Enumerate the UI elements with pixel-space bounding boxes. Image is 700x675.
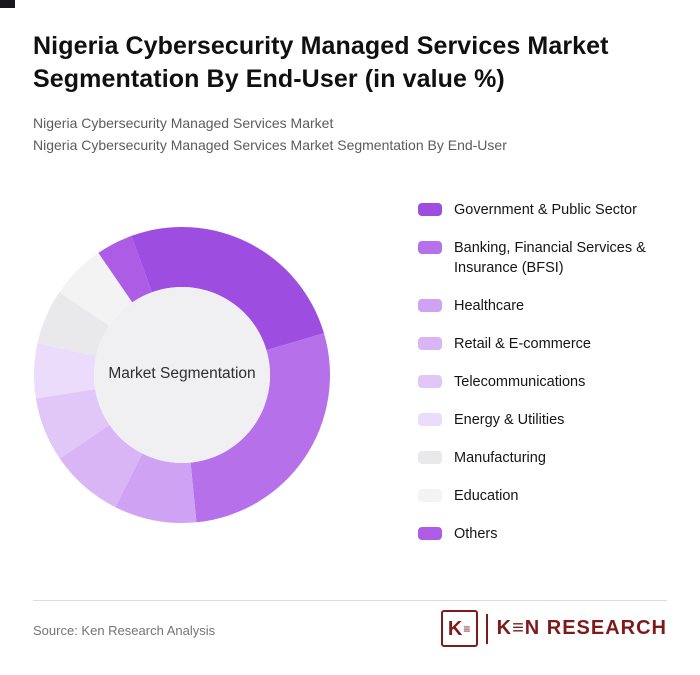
legend-label: Energy & Utilities (454, 412, 565, 428)
donut-segment (131, 227, 324, 351)
logo-k-icon: K ≡ (440, 610, 478, 647)
legend-swatch (418, 527, 442, 540)
legend-swatch (418, 413, 442, 426)
legend-item: Energy & Utilities (418, 410, 663, 430)
legend-swatch (418, 451, 442, 464)
donut-center-circle (94, 287, 270, 463)
donut-segment (59, 424, 143, 508)
page-title: Nigeria Cybersecurity Managed Services M… (33, 30, 653, 96)
donut-segment (98, 235, 152, 303)
donut-segment (190, 333, 331, 523)
donut-segment (115, 453, 197, 523)
legend-swatch (418, 299, 442, 312)
legend-label: Telecommunications (454, 374, 586, 390)
legend-label: Banking, Financial Services & Insurance … (454, 240, 646, 276)
legend-label: Manufacturing (454, 450, 546, 466)
legend-swatch (418, 241, 442, 254)
logo-box-letter: K (447, 617, 463, 640)
legend-swatch (418, 489, 442, 502)
legend-label: Retail & E-commerce (454, 336, 591, 352)
legend-item: Government & Public Sector (418, 200, 663, 220)
donut-segment (35, 389, 110, 459)
footer-divider (33, 600, 667, 601)
donut-segment (33, 343, 97, 399)
donut-segment (59, 252, 133, 326)
legend-swatch (418, 337, 442, 350)
logo-box-lines-icon: ≡ (463, 621, 471, 636)
legend-swatch (418, 375, 442, 388)
ken-research-logo: K ≡ K≡N RESEARCH (440, 610, 667, 647)
legend-item: Manufacturing (418, 448, 663, 468)
legend-swatch (418, 203, 442, 216)
legend-item: Healthcare (418, 296, 663, 316)
donut-center-label: Market Segmentation (108, 365, 256, 382)
source-text: Source: Ken Research Analysis (33, 623, 216, 638)
legend-item: Others (418, 524, 663, 544)
legend-label: Government & Public Sector (454, 202, 637, 218)
legend-item: Telecommunications (418, 372, 663, 392)
page-title-line-2: Segmentation By End-User (in value %) (33, 65, 505, 93)
donut-segment (37, 292, 110, 357)
legend-item: Education (418, 486, 663, 506)
legend-item: Banking, Financial Services & Insurance … (418, 238, 663, 278)
logo-divider (485, 613, 488, 644)
page-title-line-1: Nigeria Cybersecurity Managed Services M… (33, 32, 609, 60)
legend-item: Retail & E-commerce (418, 334, 663, 354)
chart-legend: Government & Public Sector Banking, Fina… (418, 200, 663, 562)
legend-label: Healthcare (454, 298, 525, 314)
subtitle-line-1: Nigeria Cybersecurity Managed Services M… (33, 115, 334, 131)
legend-label: Others (454, 526, 498, 542)
legend-label: Education (454, 488, 519, 504)
chart-subtitle: Nigeria Cybersecurity Managed Services M… (33, 112, 507, 156)
subtitle-line-2: Nigeria Cybersecurity Managed Services M… (33, 137, 507, 153)
corner-mark (0, 0, 15, 8)
donut-chart (33, 227, 331, 523)
logo-wordmark: K≡N RESEARCH (496, 617, 667, 639)
